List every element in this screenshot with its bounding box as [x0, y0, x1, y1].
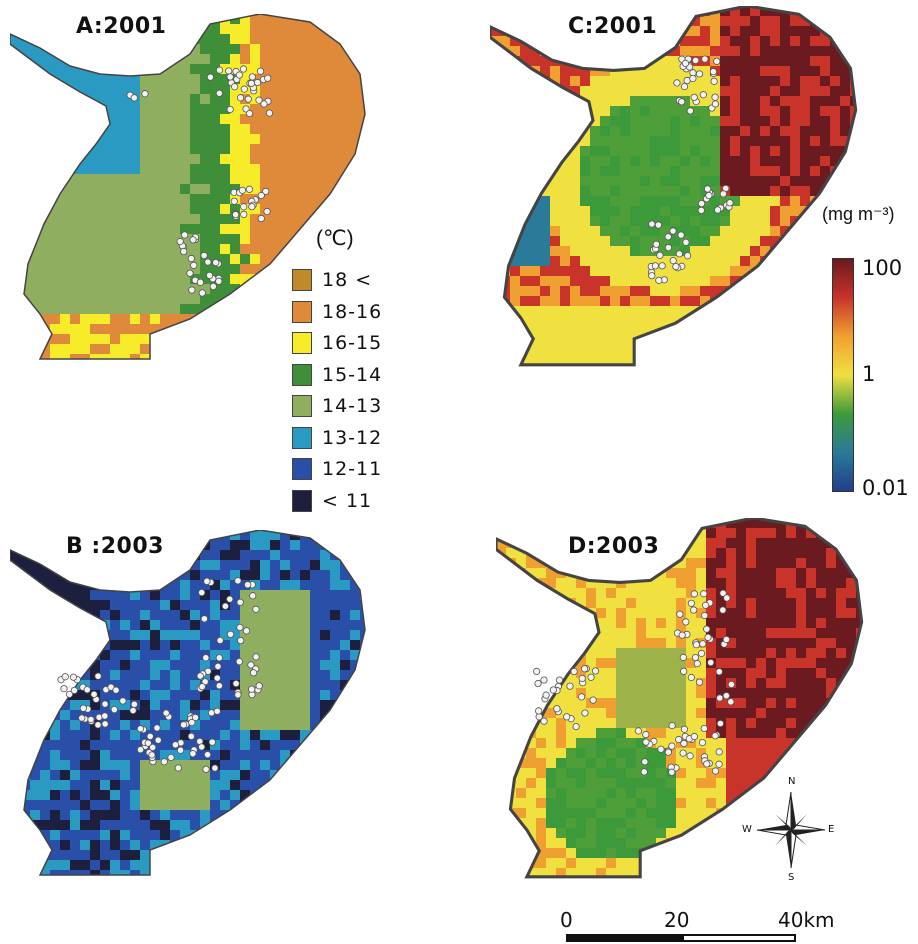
map-panel-b [10, 530, 370, 880]
panel-title-a: A:2001 [76, 14, 167, 39]
legend-swatch [292, 332, 312, 354]
temperature-legend: (℃) 18 < 18-16 16-15 15-14 14-13 13-12 12-11 < … [292, 226, 422, 516]
legend-swatch [292, 458, 312, 480]
panel-title-b: B :2003 [66, 534, 164, 559]
compass-east: E [828, 824, 835, 835]
legend-label: < 11 [322, 489, 373, 512]
legend-swatch [292, 300, 312, 323]
legend-row: 18-16 [292, 298, 382, 326]
compass-star-icon [756, 791, 826, 869]
scale-label-0: 0 [560, 908, 573, 932]
compass-south: S [788, 872, 795, 883]
panel-title-c: C:2001 [568, 14, 658, 39]
scale-label-40: 40km [778, 908, 835, 932]
scale-segment-black [566, 934, 682, 942]
scale-bar: 0 20 40km [560, 908, 840, 944]
legend-swatch [292, 426, 312, 449]
scale-label-20: 20 [664, 908, 690, 932]
legend-label: 15-14 [322, 363, 383, 386]
compass-north: N [788, 776, 796, 787]
legend-label: 13-12 [322, 426, 383, 449]
legend-label: 14-13 [322, 395, 383, 417]
legend-row: 12-11 [292, 455, 382, 483]
legend-swatch [292, 395, 312, 417]
legend-swatch [292, 269, 312, 291]
map-panel-a [10, 14, 370, 364]
legend-swatch [292, 363, 312, 386]
map-panel-c [490, 6, 860, 371]
colorbar-tick-mid: 1 [862, 362, 876, 386]
panel-title-d: D:2003 [568, 534, 660, 559]
colorbar-tick-min: 0.01 [862, 476, 909, 500]
colorbar-tick-max: 100 [862, 256, 903, 280]
chlorophyll-colorbar [832, 258, 854, 492]
chlorophyll-legend: (mg m⁻³) 100 1 0.01 [820, 204, 918, 504]
legend-row: 15-14 [292, 361, 382, 389]
legend-row: 13-12 [292, 424, 382, 452]
legend-label: 18 < [322, 269, 373, 291]
map-b [10, 530, 366, 876]
legend-row: 18 < [292, 266, 372, 294]
map-c [490, 6, 858, 367]
compass-rose: N E S W [742, 776, 836, 883]
scale-segment-white [682, 934, 796, 942]
map-d [496, 518, 864, 879]
map-panel-d [496, 518, 866, 883]
legend-row: 14-13 [292, 392, 382, 420]
legend-row: < 11 [292, 487, 372, 515]
compass-west: W [742, 824, 752, 835]
legend-label: 12-11 [322, 458, 383, 480]
legend-label: 16-15 [322, 332, 383, 354]
temperature-unit: (℃) [316, 227, 354, 250]
map-a [10, 14, 366, 360]
legend-row: 16-15 [292, 329, 382, 357]
legend-label: 18-16 [322, 300, 383, 323]
chlorophyll-unit: (mg m⁻³) [822, 204, 895, 224]
legend-swatch [292, 489, 312, 512]
